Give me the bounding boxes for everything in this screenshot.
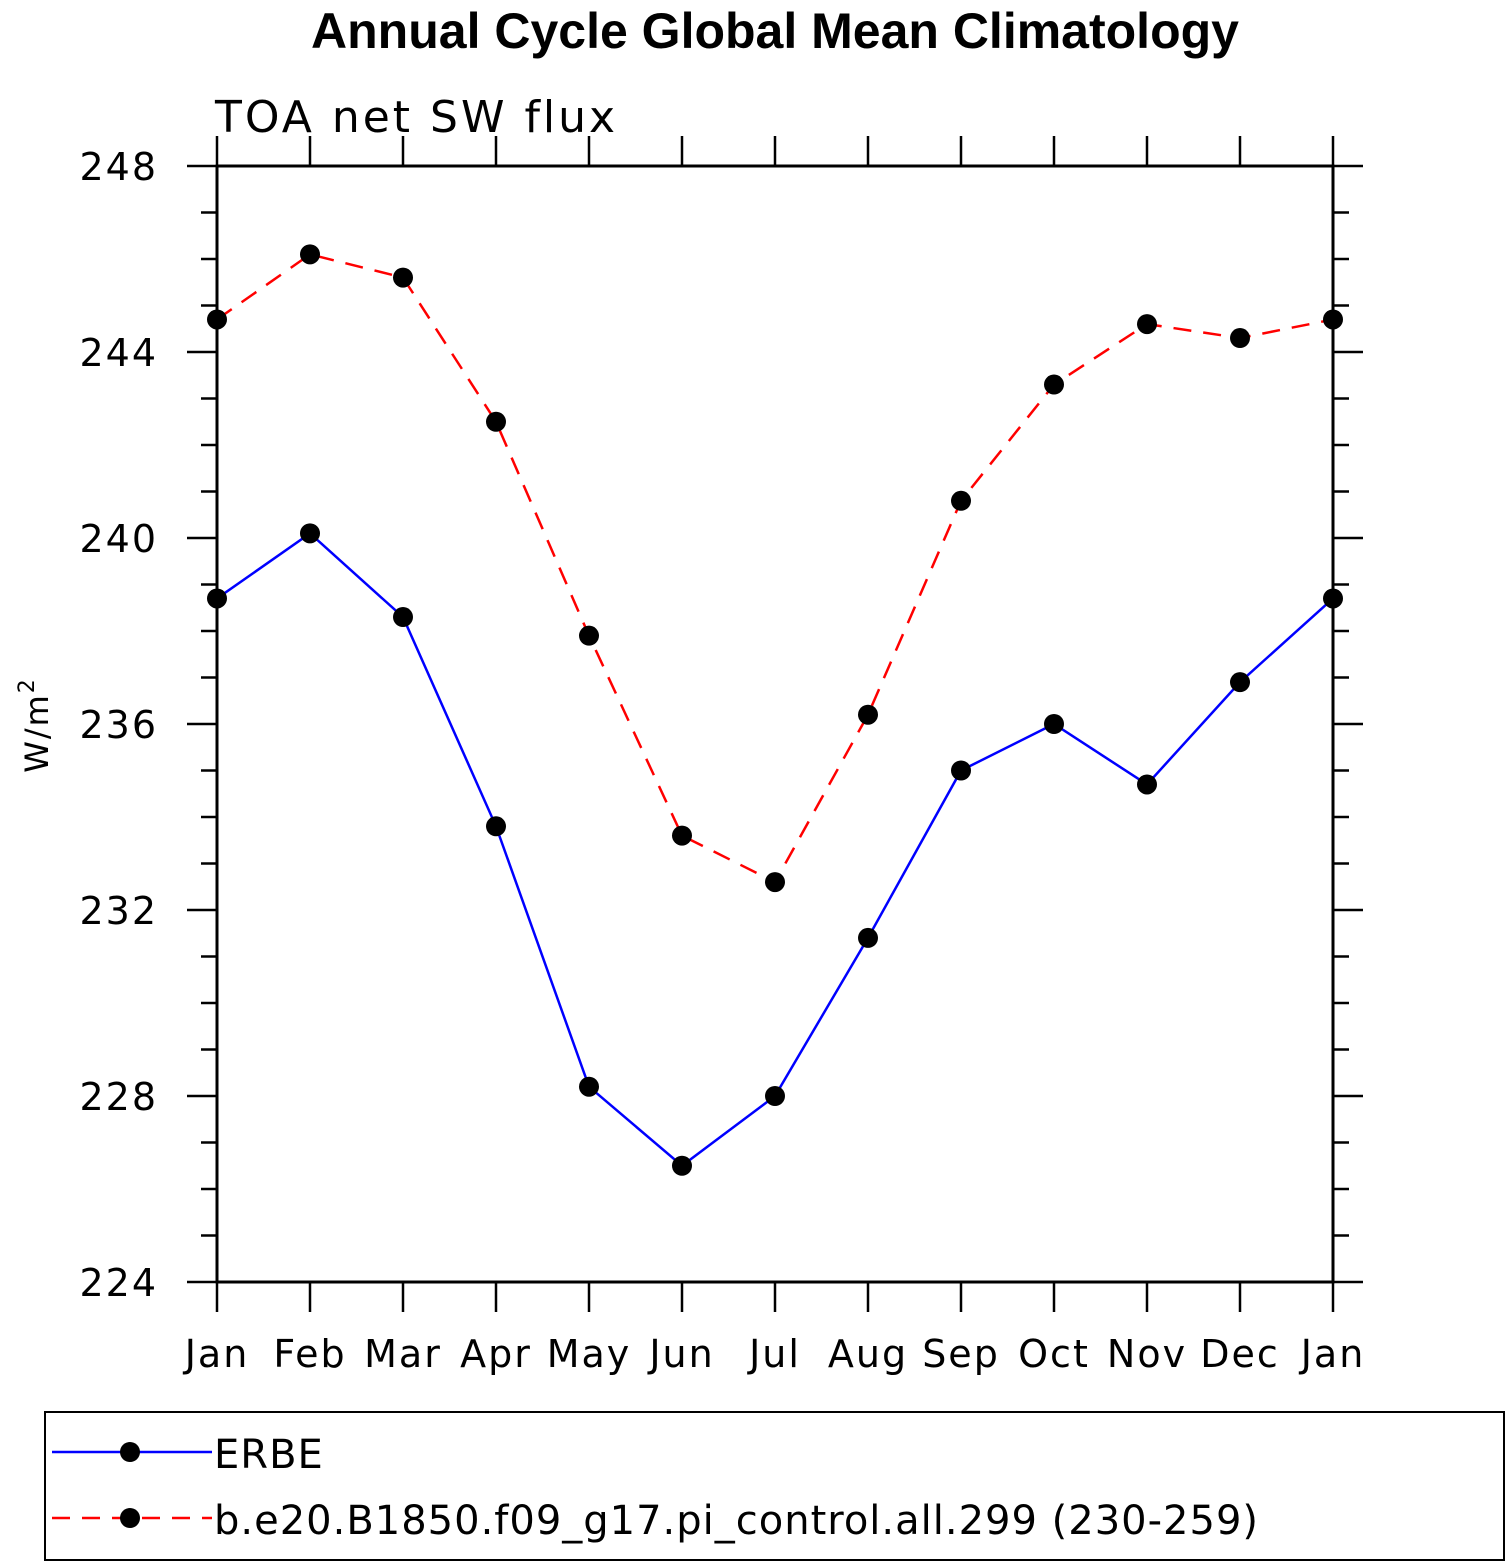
axes: 224 228 232 236 240 244 248 Jan Feb Mar Apr May Jun J… (79, 136, 1366, 1376)
x-tick-label: Oct (1018, 1332, 1090, 1376)
data-point (207, 309, 227, 330)
data-point (672, 1155, 692, 1176)
legend-box (44, 1411, 1505, 1561)
data-point (300, 244, 320, 265)
x-tick-label: Sep (922, 1332, 1000, 1376)
y-tick-label: 244 (79, 331, 158, 375)
legend-marker (120, 1508, 140, 1528)
data-point (579, 625, 599, 646)
data-point (1044, 374, 1064, 395)
x-tick-label: Dec (1200, 1332, 1280, 1376)
data-point (1137, 774, 1157, 795)
data-point (765, 872, 785, 893)
x-tick-label: Aug (828, 1332, 908, 1376)
chart-subtitle: TOA net SW flux (214, 92, 618, 143)
data-point (300, 523, 320, 544)
y-tick-label: 240 (79, 517, 158, 561)
data-point (858, 704, 878, 725)
data-point (486, 411, 506, 432)
data-point (393, 267, 413, 288)
y-tick-label: 232 (79, 889, 158, 933)
x-tick-label: Apr (460, 1332, 532, 1376)
legend-label-0: ERBE (214, 1432, 324, 1478)
y-tick-label: 224 (79, 1261, 158, 1305)
x-tick-label: Jan (183, 1332, 250, 1376)
y-tick-label: 228 (79, 1075, 158, 1119)
x-tick-label: Jun (647, 1332, 714, 1376)
x-tick-label: Mar (364, 1332, 442, 1376)
data-point (672, 825, 692, 846)
data-point (1044, 714, 1064, 734)
y-tick-label: 236 (79, 703, 158, 747)
legend-label-1: b.e20.B1850.f09_g17.pi_control.all.299 (… (214, 1498, 1259, 1544)
x-tick-label: Jan (1299, 1332, 1366, 1376)
data-point (1323, 309, 1343, 330)
plot-frame (215, 164, 1335, 1284)
x-tick-label: Feb (273, 1332, 346, 1376)
data-point (486, 816, 506, 837)
data-point (1323, 588, 1343, 609)
x-tick-label: May (547, 1332, 632, 1376)
x-tick-label: Jul (747, 1332, 801, 1376)
data-point (765, 1086, 785, 1106)
data-point (951, 490, 971, 511)
data-point (579, 1076, 599, 1097)
data-point (1230, 328, 1250, 349)
plot-series (207, 244, 1343, 1176)
data-point (1137, 314, 1157, 335)
chart-title: Annual Cycle Global Mean Climatology (311, 3, 1239, 59)
y-tick-label: 248 (79, 145, 158, 189)
series-line-1 (216, 252, 1334, 884)
legend: ERBE b.e20.B1850.f09_g17.pi_control.all.2… (44, 1411, 1505, 1561)
data-point (207, 588, 227, 609)
x-tick-label: Nov (1107, 1332, 1187, 1376)
legend-marker (120, 1442, 140, 1462)
series-line-0 (216, 531, 1334, 1168)
data-point (951, 760, 971, 781)
data-point (858, 927, 878, 948)
y-axis-label: W/m2 (15, 677, 56, 773)
data-point (393, 607, 413, 628)
data-point (1230, 672, 1250, 693)
